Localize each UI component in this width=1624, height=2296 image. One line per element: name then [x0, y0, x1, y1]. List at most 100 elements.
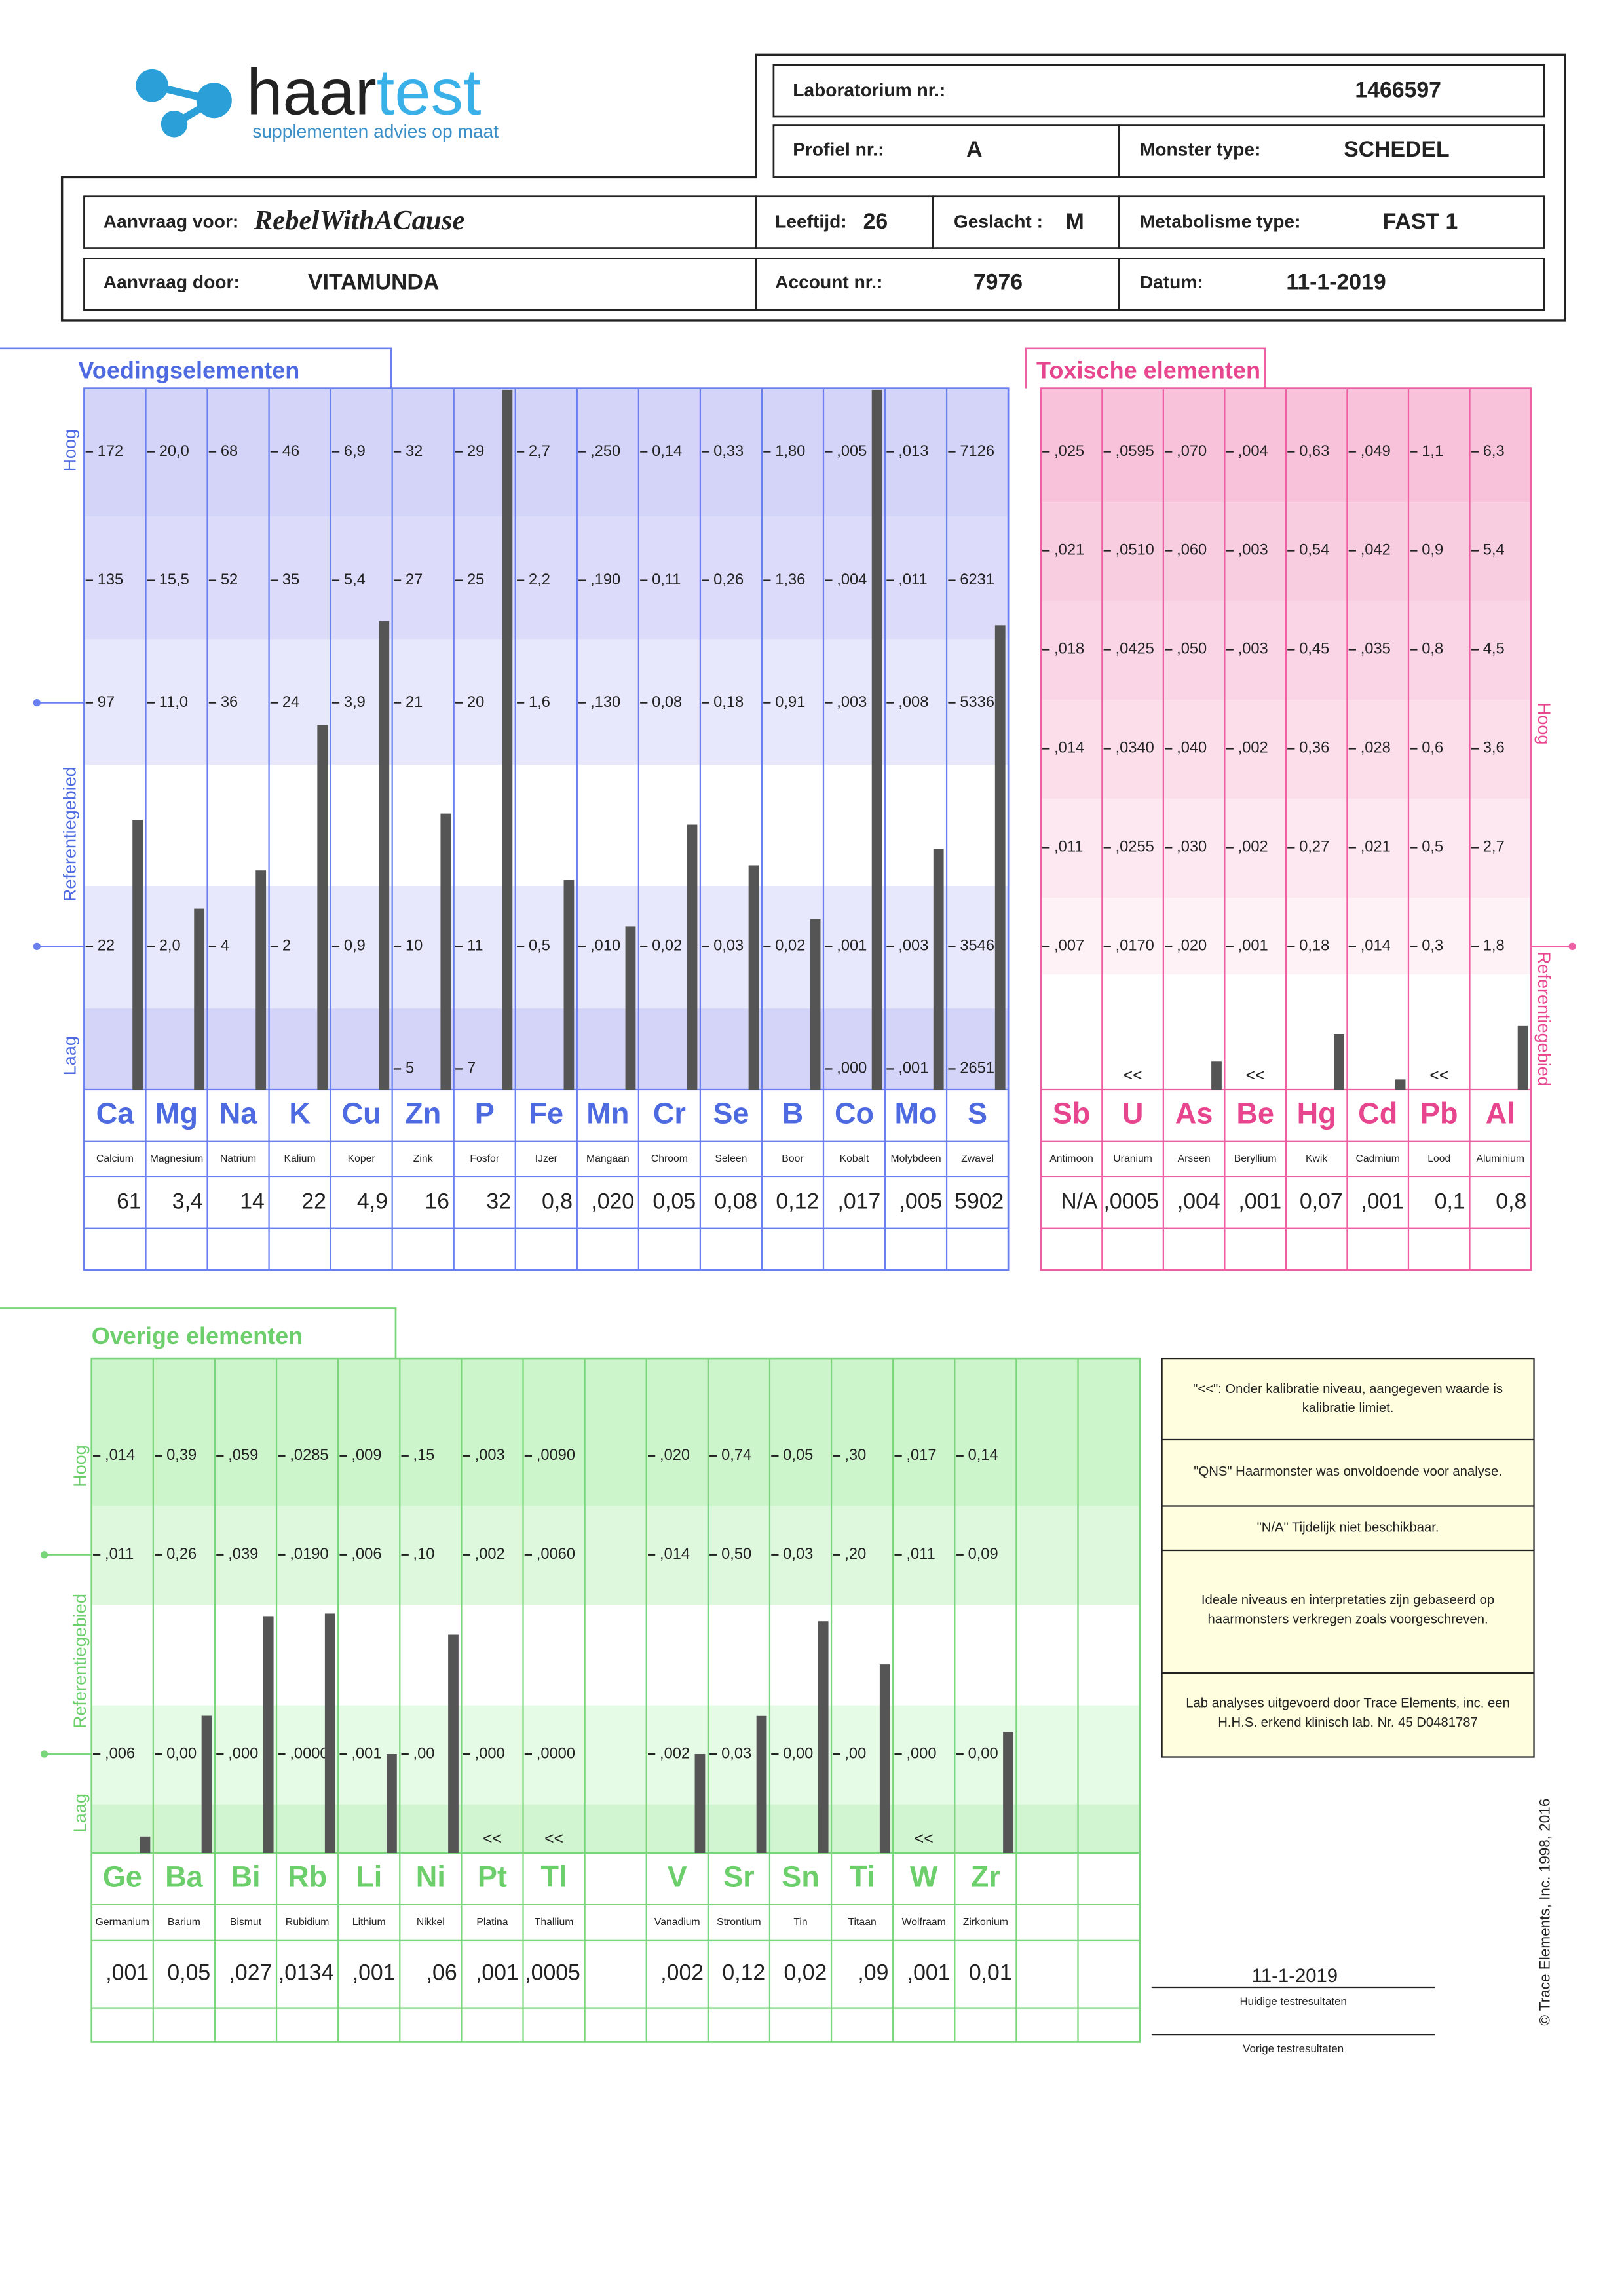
copyright: © Trace Elements, Inc. 1998, 2016: [1537, 1799, 1553, 2026]
tick-label: 0,39: [166, 1447, 197, 1464]
tick-label: 1,6: [529, 694, 550, 711]
tick-label: ,059: [228, 1447, 258, 1464]
logo-dot: [196, 83, 232, 119]
element-symbol: Fe: [529, 1096, 563, 1130]
element-symbol: Hg: [1297, 1096, 1336, 1130]
bar: [324, 1613, 335, 1853]
tick-label: ,250: [590, 443, 620, 460]
band: [84, 1008, 1009, 1090]
tick-label: 0,02: [775, 938, 805, 955]
band: [91, 1358, 1140, 1506]
tick-label: ,002: [1238, 839, 1268, 856]
reference-dot: [33, 698, 41, 707]
tick-label: ,00: [844, 1745, 866, 1762]
bar: [933, 849, 944, 1090]
result-value: 0,02: [784, 1961, 827, 1985]
result-value: 0,08: [714, 1189, 757, 1214]
result-value: ,001: [352, 1961, 396, 1985]
tick-label: 5336: [960, 694, 994, 711]
reference-dot: [40, 1750, 48, 1758]
logo-text: haartest: [246, 56, 481, 129]
field-value: 11-1-2019: [1286, 270, 1386, 295]
bar: [1517, 1025, 1528, 1090]
tick-label: ,021: [1054, 542, 1084, 559]
logo-dot: [136, 69, 168, 102]
bar: [810, 919, 821, 1090]
result-value: 0,12: [776, 1189, 819, 1214]
tick-label: ,050: [1177, 641, 1207, 658]
tick-label: 20,0: [159, 443, 189, 460]
element-symbol: S: [968, 1096, 987, 1130]
element-name: Boor: [782, 1153, 803, 1164]
reference-dot: [1568, 942, 1576, 951]
result-value: ,001: [907, 1961, 951, 1985]
logo-tagline: supplementen advies op maat: [252, 121, 499, 142]
tick-label: ,070: [1177, 443, 1207, 460]
element-symbol: V: [668, 1860, 687, 1893]
bar: [756, 1715, 767, 1853]
result-value: ,001: [1361, 1189, 1404, 1214]
tick-label: ,000: [228, 1745, 258, 1762]
element-symbol: Mn: [586, 1096, 629, 1130]
tick-label: 24: [282, 694, 299, 711]
element-symbol: Pt: [478, 1860, 507, 1893]
chart-frame: [1040, 387, 1532, 1271]
result-value: ,020: [591, 1189, 634, 1214]
element-name: Kalium: [284, 1153, 316, 1164]
field-value: 26: [863, 209, 888, 234]
element-symbol: Ca: [96, 1096, 135, 1130]
reference-dot: [40, 1551, 48, 1559]
note-text: "<<": Onder kalibratie niveau, aangegeve…: [1193, 1382, 1503, 1396]
result-value: 32: [486, 1189, 511, 1214]
element-name: Lood: [1427, 1153, 1450, 1164]
previous-label: Vorige testresultaten: [1243, 2042, 1344, 2055]
tick-label: ,035: [1361, 641, 1391, 658]
tick-label: ,0255: [1116, 839, 1154, 856]
table-row: [90, 2007, 1141, 2043]
notes: [1161, 1357, 1535, 1758]
calibration-flag: <<: [1124, 1067, 1142, 1084]
result-value: 5902: [954, 1189, 1004, 1214]
element-name: Arseen: [1178, 1153, 1211, 1164]
tick-label: 1,80: [775, 443, 805, 460]
result-value: 0,07: [1300, 1189, 1343, 1214]
element-symbol: U: [1122, 1096, 1144, 1130]
tick-label: 0,5: [1422, 839, 1443, 856]
result-value: ,0005: [1104, 1189, 1160, 1214]
tick-label: 0,74: [721, 1447, 751, 1464]
tick-label: ,001: [351, 1745, 381, 1762]
tick-label: 1,1: [1422, 443, 1443, 460]
tick-label: 0,14: [968, 1447, 998, 1464]
current-date: 11-1-2019: [1252, 1965, 1338, 1987]
tick-label: 2,2: [529, 571, 550, 588]
tick-label: ,001: [898, 1060, 928, 1077]
result-value: 61: [117, 1189, 142, 1214]
tick-label: ,006: [105, 1745, 135, 1762]
tick-label: ,014: [660, 1546, 690, 1563]
element-name: Mangaan: [586, 1153, 630, 1164]
band: [84, 886, 1009, 1009]
result-value: ,0005: [525, 1961, 580, 1985]
tick-label: 0,03: [721, 1745, 751, 1762]
element-name: Germanium: [96, 1917, 149, 1928]
tick-label: 1,36: [775, 571, 805, 588]
tick-label: 172: [98, 443, 123, 460]
tick-label: 3,6: [1483, 740, 1505, 757]
field-label: Datum:: [1140, 272, 1203, 292]
element-name: Calcium: [96, 1153, 134, 1164]
field-label: Geslacht :: [954, 212, 1043, 232]
element-name: Aluminium: [1476, 1153, 1524, 1164]
tick-label: 1,8: [1483, 938, 1505, 955]
element-symbol: Bi: [231, 1860, 260, 1893]
field-label: Aanvraag voor:: [104, 212, 239, 232]
bar: [140, 1836, 151, 1853]
table-row: [83, 1176, 1010, 1229]
axis-label: Hoog: [70, 1445, 90, 1487]
calibration-flag: <<: [1429, 1067, 1448, 1084]
element-name: Kwik: [1306, 1153, 1327, 1164]
tick-label: 22: [98, 938, 115, 955]
field-value: VITAMUNDA: [308, 270, 439, 295]
element-name: Zwavel: [961, 1153, 994, 1164]
result-value: 0,12: [722, 1961, 765, 1985]
